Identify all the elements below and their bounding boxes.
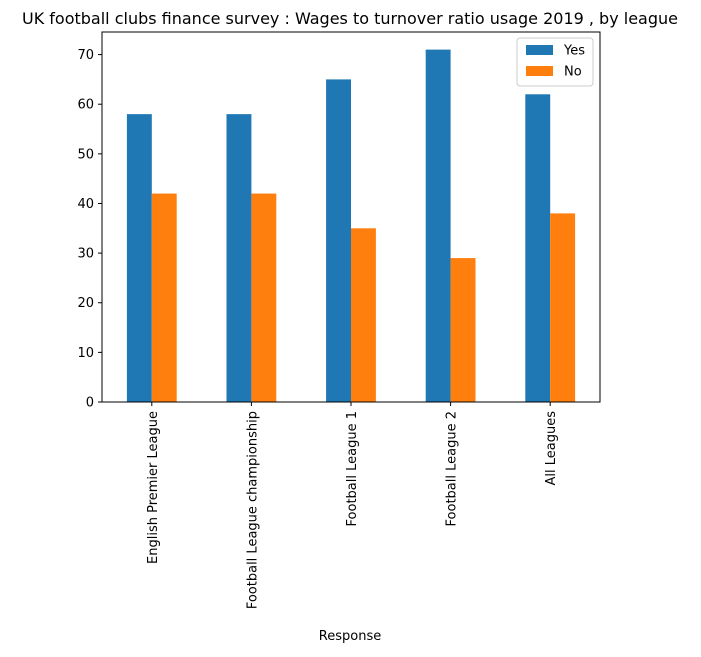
x-tick-label-1: Football League championship bbox=[245, 411, 260, 609]
legend: Yes No bbox=[516, 37, 594, 87]
bar-no-1 bbox=[251, 193, 277, 402]
legend-swatch-yes bbox=[526, 45, 553, 55]
y-tick-label-0: 0 bbox=[86, 396, 94, 411]
y-tick-label-6: 60 bbox=[77, 98, 94, 113]
bar-no-3 bbox=[450, 258, 476, 402]
y-tick-label-5: 50 bbox=[77, 147, 94, 162]
x-tick-label-4: All Leagues bbox=[544, 411, 559, 486]
plot-area: 0 10 20 30 40 50 60 70 English Premier League Foo… bbox=[77, 31, 601, 609]
bar-yes-0 bbox=[126, 114, 152, 403]
y-tick-label-4: 40 bbox=[77, 197, 94, 212]
y-tick-label-3: 30 bbox=[77, 247, 94, 262]
y-tick-label-2: 20 bbox=[77, 296, 94, 311]
legend-label-yes: Yes bbox=[563, 44, 585, 59]
y-tick-label-1: 10 bbox=[77, 346, 94, 361]
legend-swatch-no bbox=[526, 66, 553, 76]
x-tick-label-0: English Premier League bbox=[146, 411, 161, 564]
bar-no-0 bbox=[151, 193, 177, 402]
x-axis-label: Response bbox=[319, 629, 381, 644]
legend-label-no: No bbox=[564, 65, 582, 80]
x-tick-label-3: Football League 2 bbox=[445, 411, 460, 526]
x-tick-label-2: Football League 1 bbox=[345, 411, 360, 526]
bar-no-4 bbox=[550, 213, 576, 402]
bar-yes-4 bbox=[525, 94, 551, 403]
chart-title: UK football clubs finance survey : Wages… bbox=[22, 9, 678, 28]
bar-yes-1 bbox=[226, 114, 252, 403]
bar-yes-3 bbox=[425, 49, 451, 402]
y-tick-label-7: 70 bbox=[77, 48, 94, 63]
bar-no-2 bbox=[351, 228, 376, 402]
bar-yes-2 bbox=[326, 79, 351, 403]
